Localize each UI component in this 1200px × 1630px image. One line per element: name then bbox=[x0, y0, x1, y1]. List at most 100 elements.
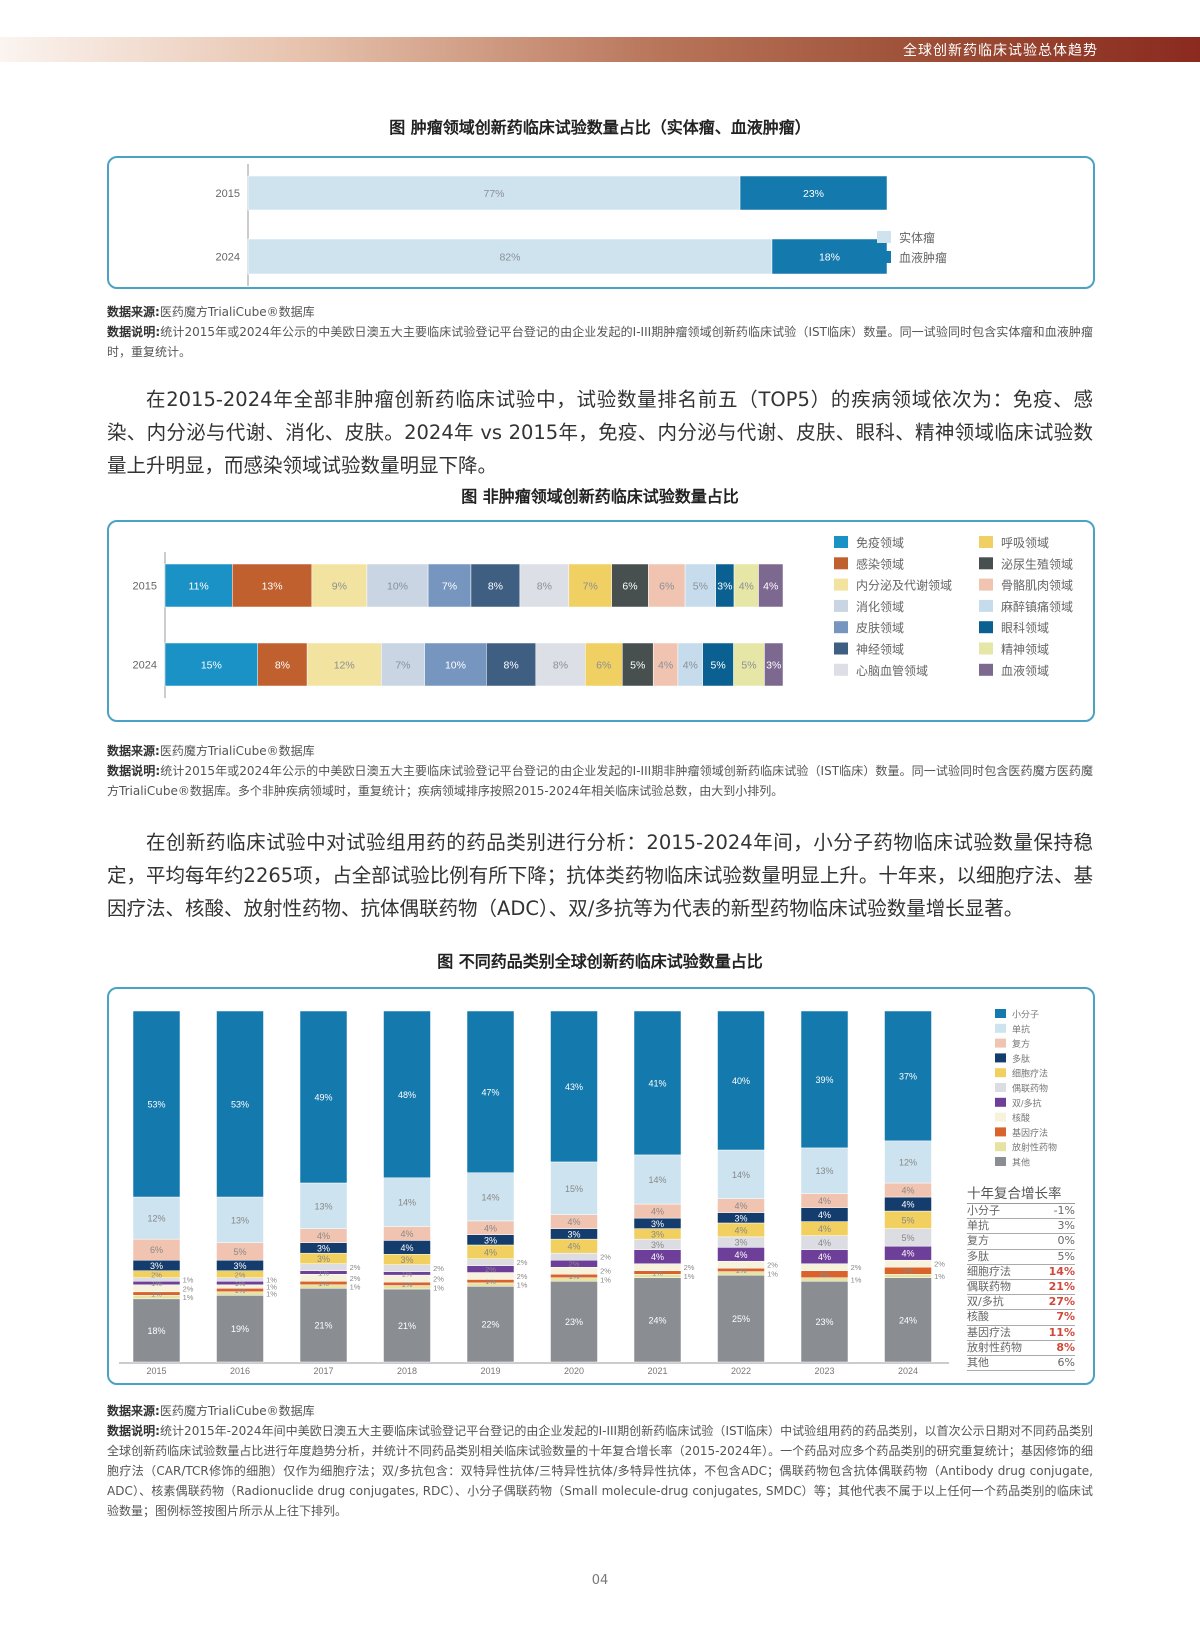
legend-label: 感染领域 bbox=[856, 556, 904, 571]
legend-swatch bbox=[979, 621, 993, 634]
cagr-category: 细胞疗法 bbox=[967, 1264, 1011, 1278]
data-label: 4% bbox=[658, 660, 673, 672]
cagr-row: 单抗 3% bbox=[967, 1219, 1075, 1235]
data-label: 3% bbox=[150, 1261, 163, 1271]
data-label: 6% bbox=[150, 1245, 163, 1255]
cagr-row: 双/多抗 27% bbox=[967, 1295, 1075, 1311]
data-label: 3% bbox=[651, 1219, 664, 1229]
data-label: 4% bbox=[317, 1231, 330, 1241]
bar-segment bbox=[884, 1277, 932, 1363]
data-label: 25% bbox=[732, 1314, 750, 1324]
cagr-category: 多肽 bbox=[967, 1249, 989, 1263]
bar-segment bbox=[164, 642, 258, 687]
data-label: 1% bbox=[183, 1276, 194, 1285]
cagr-value: 5% bbox=[1057, 1249, 1075, 1263]
bar-segment bbox=[633, 1263, 682, 1271]
legend-swatch bbox=[834, 578, 848, 591]
data-label: 13% bbox=[231, 1215, 249, 1225]
cagr-row: 其他 6% bbox=[967, 1355, 1075, 1372]
data-label: 1% bbox=[235, 1279, 246, 1288]
note-label: 数据说明: bbox=[107, 764, 161, 778]
x-tick-label: 2023 bbox=[814, 1366, 834, 1376]
legend-swatch bbox=[995, 1142, 1006, 1152]
bar-segment bbox=[427, 563, 472, 608]
cagr-category: 单抗 bbox=[967, 1219, 989, 1233]
source-label: 数据来源: bbox=[107, 744, 160, 758]
legend-label: 多肽 bbox=[1012, 1053, 1030, 1064]
bar-segment bbox=[764, 642, 784, 687]
data-label: 1% bbox=[684, 1272, 695, 1281]
chart2-frame: 2015 11% 13% 9% 10% 7% 8% 8% 7% 6% 6% 5% 3% 4% 4% 2024 1… bbox=[107, 520, 1095, 722]
legend-swatch bbox=[995, 1097, 1006, 1107]
data-label: 2% bbox=[433, 1264, 444, 1273]
bar-segment bbox=[383, 1264, 431, 1272]
x-tick-label: 2015 bbox=[146, 1366, 166, 1376]
y-tick-label: 2015 bbox=[216, 188, 240, 200]
data-label: 3% bbox=[734, 1213, 747, 1223]
data-label: 11% bbox=[189, 581, 209, 593]
data-label: 53% bbox=[147, 1100, 165, 1110]
data-label: 7% bbox=[442, 581, 457, 593]
data-label: 39% bbox=[815, 1075, 833, 1085]
chart2-notes: 数据来源:医药魔方TrialiCube®数据库 数据说明:统计2015年或202… bbox=[107, 741, 1093, 801]
data-label: 1% bbox=[151, 1290, 162, 1299]
data-label: 40% bbox=[732, 1076, 750, 1086]
data-label: 14% bbox=[481, 1192, 499, 1202]
legend-swatch bbox=[995, 1009, 1006, 1018]
legend-label: 复方 bbox=[1012, 1038, 1030, 1049]
data-label: 7% bbox=[583, 581, 598, 593]
note-label: 数据说明: bbox=[107, 325, 161, 339]
bar-segment bbox=[470, 563, 521, 608]
bar-segment bbox=[717, 1149, 765, 1199]
data-label: 4% bbox=[734, 1250, 747, 1260]
legend-label: 细胞疗法 bbox=[1012, 1068, 1048, 1079]
x-tick-label: 2017 bbox=[313, 1366, 333, 1376]
legend-label: 基因疗法 bbox=[1012, 1127, 1048, 1138]
data-label: 1% bbox=[851, 1276, 862, 1285]
data-label: 5% bbox=[711, 660, 726, 672]
bar-segment bbox=[568, 563, 612, 608]
legend-label: 骨骼肌肉领域 bbox=[1001, 578, 1073, 593]
data-label: 4% bbox=[567, 1217, 580, 1227]
data-label: 53% bbox=[231, 1100, 249, 1110]
legend-swatch bbox=[877, 231, 891, 243]
cagr-value: 11% bbox=[1048, 1325, 1075, 1339]
bar-segment bbox=[733, 642, 765, 687]
bar-segment bbox=[648, 563, 686, 608]
data-label: 48% bbox=[398, 1090, 416, 1100]
cagr-value: 6% bbox=[1057, 1355, 1075, 1369]
data-label: 4% bbox=[818, 1196, 831, 1206]
bar-segment bbox=[800, 1010, 849, 1149]
bar-segment bbox=[702, 642, 734, 687]
data-label: 5% bbox=[630, 660, 645, 672]
data-label: 5% bbox=[693, 581, 708, 593]
x-tick-label: 2021 bbox=[647, 1366, 667, 1376]
data-label: 5% bbox=[233, 1247, 246, 1257]
data-label: 18% bbox=[147, 1326, 165, 1336]
legend-swatch bbox=[979, 599, 993, 612]
legend-swatch bbox=[834, 663, 848, 676]
cagr-row: 核酸 7% bbox=[967, 1310, 1075, 1326]
data-label: 3% bbox=[317, 1243, 330, 1253]
bar-segment bbox=[383, 1010, 431, 1179]
data-label: 1% bbox=[736, 1266, 747, 1275]
bar-segment bbox=[232, 563, 313, 608]
legend-label: 免疫领域 bbox=[856, 535, 904, 550]
data-label: 41% bbox=[648, 1078, 666, 1088]
data-label: 4% bbox=[484, 1247, 497, 1257]
legend-swatch bbox=[995, 1038, 1006, 1048]
legend-label: 泌尿生殖领域 bbox=[1001, 556, 1073, 571]
data-label: 2% bbox=[569, 1260, 580, 1269]
bar-segment bbox=[132, 1196, 181, 1240]
bar-segment bbox=[216, 1010, 264, 1198]
data-label: 3% bbox=[717, 581, 732, 593]
legend-label: 皮肤领域 bbox=[856, 620, 904, 635]
data-label: 3% bbox=[317, 1254, 330, 1264]
bar-segment bbox=[247, 238, 773, 275]
note-text: 统计2015年或2024年公示的中美欧日澳五大主要临床试验登记平台登记的由企业发… bbox=[107, 325, 1093, 359]
cagr-value: 27% bbox=[1048, 1295, 1075, 1309]
data-label: 2% bbox=[819, 1270, 830, 1279]
bar-segment bbox=[550, 1252, 598, 1261]
data-label: 43% bbox=[565, 1082, 583, 1092]
bar-segment bbox=[584, 642, 623, 687]
